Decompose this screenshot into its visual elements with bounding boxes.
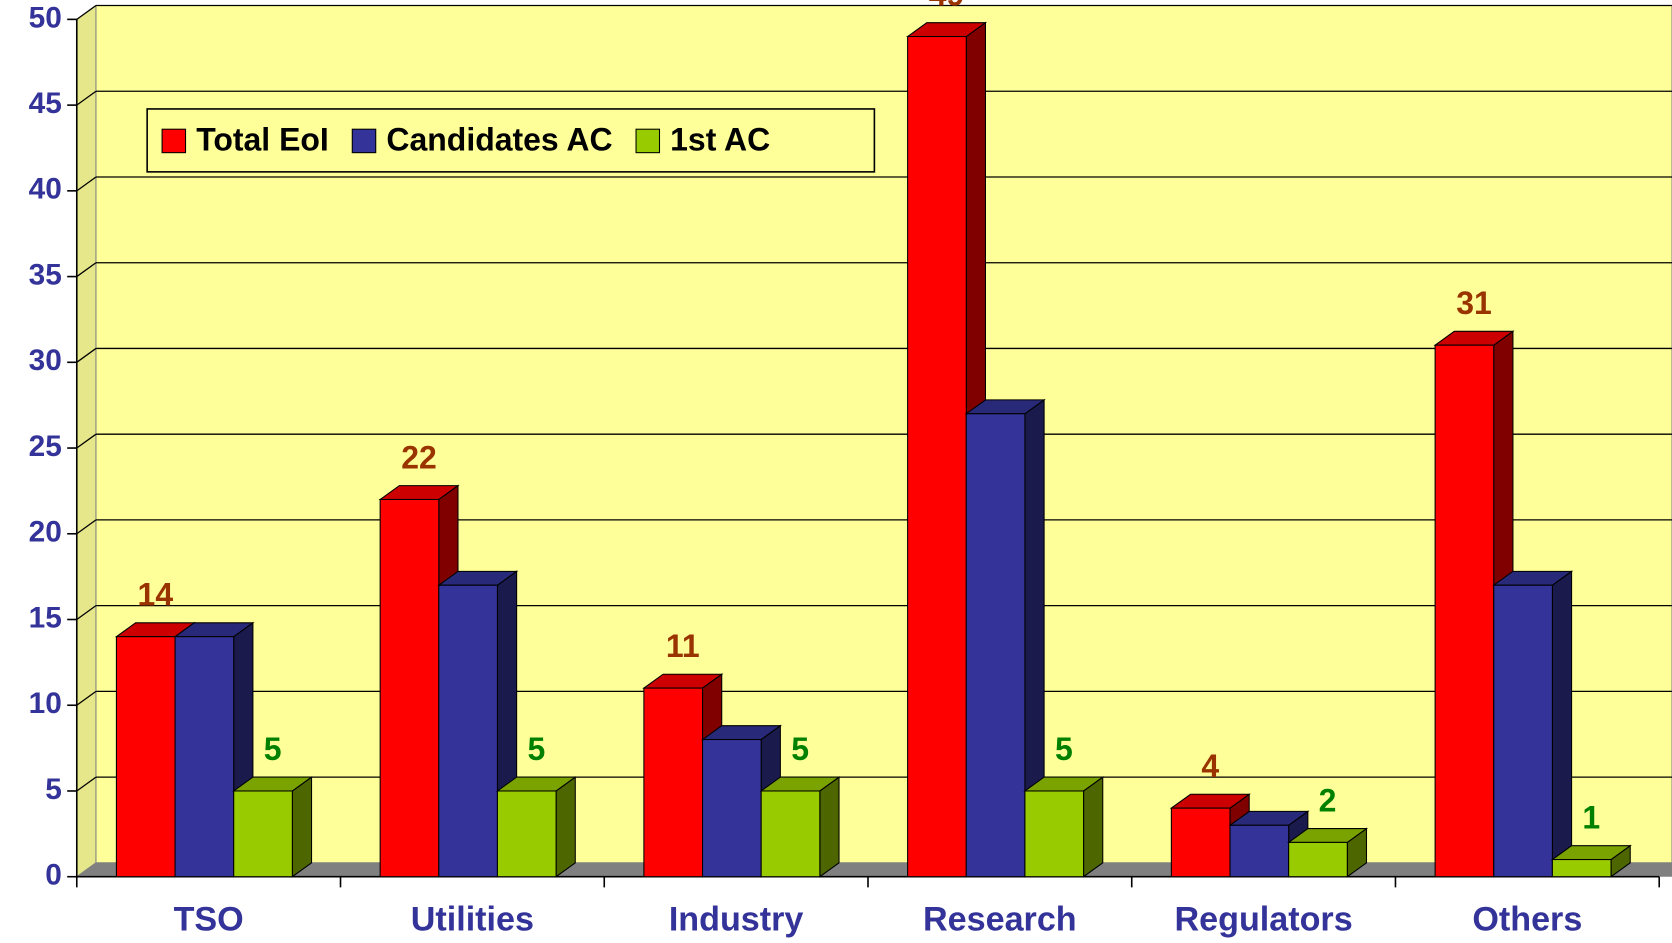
grid-line bbox=[76, 776, 97, 792]
legend-label: Candidates AC bbox=[386, 121, 612, 157]
y-tick-label: 40 bbox=[29, 173, 62, 206]
grid-line bbox=[76, 347, 97, 363]
data-label: 31 bbox=[1456, 285, 1492, 321]
y-tick-label: 0 bbox=[45, 859, 62, 892]
bar bbox=[1433, 330, 1515, 878]
data-label: 11 bbox=[666, 628, 700, 664]
x-tick-label: Industry bbox=[669, 901, 804, 939]
legend-label: Total EoI bbox=[196, 121, 329, 157]
y-tick-label: 50 bbox=[29, 1, 62, 34]
bar-side bbox=[555, 776, 576, 878]
data-label: 49 bbox=[929, 0, 965, 13]
bar-front bbox=[115, 636, 176, 878]
grid-line bbox=[76, 690, 97, 706]
data-label: 4 bbox=[1201, 748, 1219, 784]
bar-front bbox=[496, 790, 557, 878]
bar-front bbox=[379, 498, 440, 878]
grid-line bbox=[76, 90, 97, 106]
x-tick-label: Utilities bbox=[411, 901, 534, 939]
data-label: 5 bbox=[264, 731, 282, 767]
grid-line bbox=[76, 519, 97, 535]
bar-front bbox=[701, 738, 762, 878]
bar-front bbox=[1288, 841, 1348, 878]
y-tick-label: 15 bbox=[29, 601, 62, 634]
bar-front bbox=[1551, 859, 1612, 878]
legend-swatch bbox=[351, 128, 377, 154]
bar-front bbox=[233, 790, 293, 878]
grid-line bbox=[76, 4, 97, 20]
bar bbox=[1023, 776, 1105, 878]
bar-front bbox=[965, 413, 1026, 878]
grid-line bbox=[76, 433, 97, 449]
bar-side bbox=[291, 776, 313, 878]
data-label: 14 bbox=[138, 577, 174, 613]
data-label: 2 bbox=[1319, 782, 1337, 818]
x-tick-label: Regulators bbox=[1175, 901, 1353, 939]
bar-side bbox=[1083, 776, 1104, 878]
legend-swatch bbox=[635, 128, 661, 154]
bar-front bbox=[1434, 344, 1495, 878]
data-label: 5 bbox=[1055, 731, 1073, 767]
bar-front bbox=[907, 35, 967, 878]
bar-front bbox=[1229, 824, 1290, 878]
bar-front bbox=[1170, 807, 1231, 878]
y-tick-label: 35 bbox=[29, 258, 62, 291]
legend-box bbox=[146, 108, 876, 173]
bar bbox=[232, 776, 314, 878]
bar-side bbox=[819, 776, 840, 878]
y-tick-label: 45 bbox=[29, 87, 62, 120]
grid-line bbox=[76, 605, 97, 621]
x-tick-label: Others bbox=[1472, 901, 1582, 939]
floor bbox=[76, 862, 1672, 877]
data-label: 1 bbox=[1582, 800, 1600, 836]
bar-front bbox=[760, 790, 821, 878]
grid-line bbox=[76, 262, 97, 278]
data-label: 5 bbox=[527, 731, 545, 767]
x-tick-label: TSO bbox=[174, 901, 244, 939]
bar bbox=[495, 776, 577, 878]
bar bbox=[759, 776, 841, 878]
legend-swatch bbox=[161, 128, 187, 154]
bar-front bbox=[174, 636, 235, 878]
legend-label: 1st AC bbox=[670, 121, 770, 157]
y-tick-label: 10 bbox=[29, 687, 62, 720]
bar bbox=[1550, 844, 1632, 878]
y-tick-label: 5 bbox=[45, 773, 62, 806]
bar bbox=[1228, 810, 1310, 878]
bar-side bbox=[1551, 570, 1573, 878]
bar-front bbox=[643, 687, 704, 878]
bar bbox=[1287, 827, 1369, 878]
y-tick-label: 30 bbox=[29, 344, 62, 377]
bar-front bbox=[1024, 790, 1085, 878]
x-tick-label: Research bbox=[923, 901, 1077, 939]
y-tick-label: 25 bbox=[29, 430, 62, 463]
data-label: 5 bbox=[791, 731, 809, 767]
data-label: 22 bbox=[401, 439, 437, 475]
bar-front bbox=[438, 584, 498, 878]
bar-front bbox=[1493, 584, 1553, 878]
grid-line bbox=[76, 176, 97, 192]
bar bbox=[1492, 570, 1574, 878]
y-tick-label: 20 bbox=[29, 516, 62, 549]
bar bbox=[964, 398, 1046, 878]
